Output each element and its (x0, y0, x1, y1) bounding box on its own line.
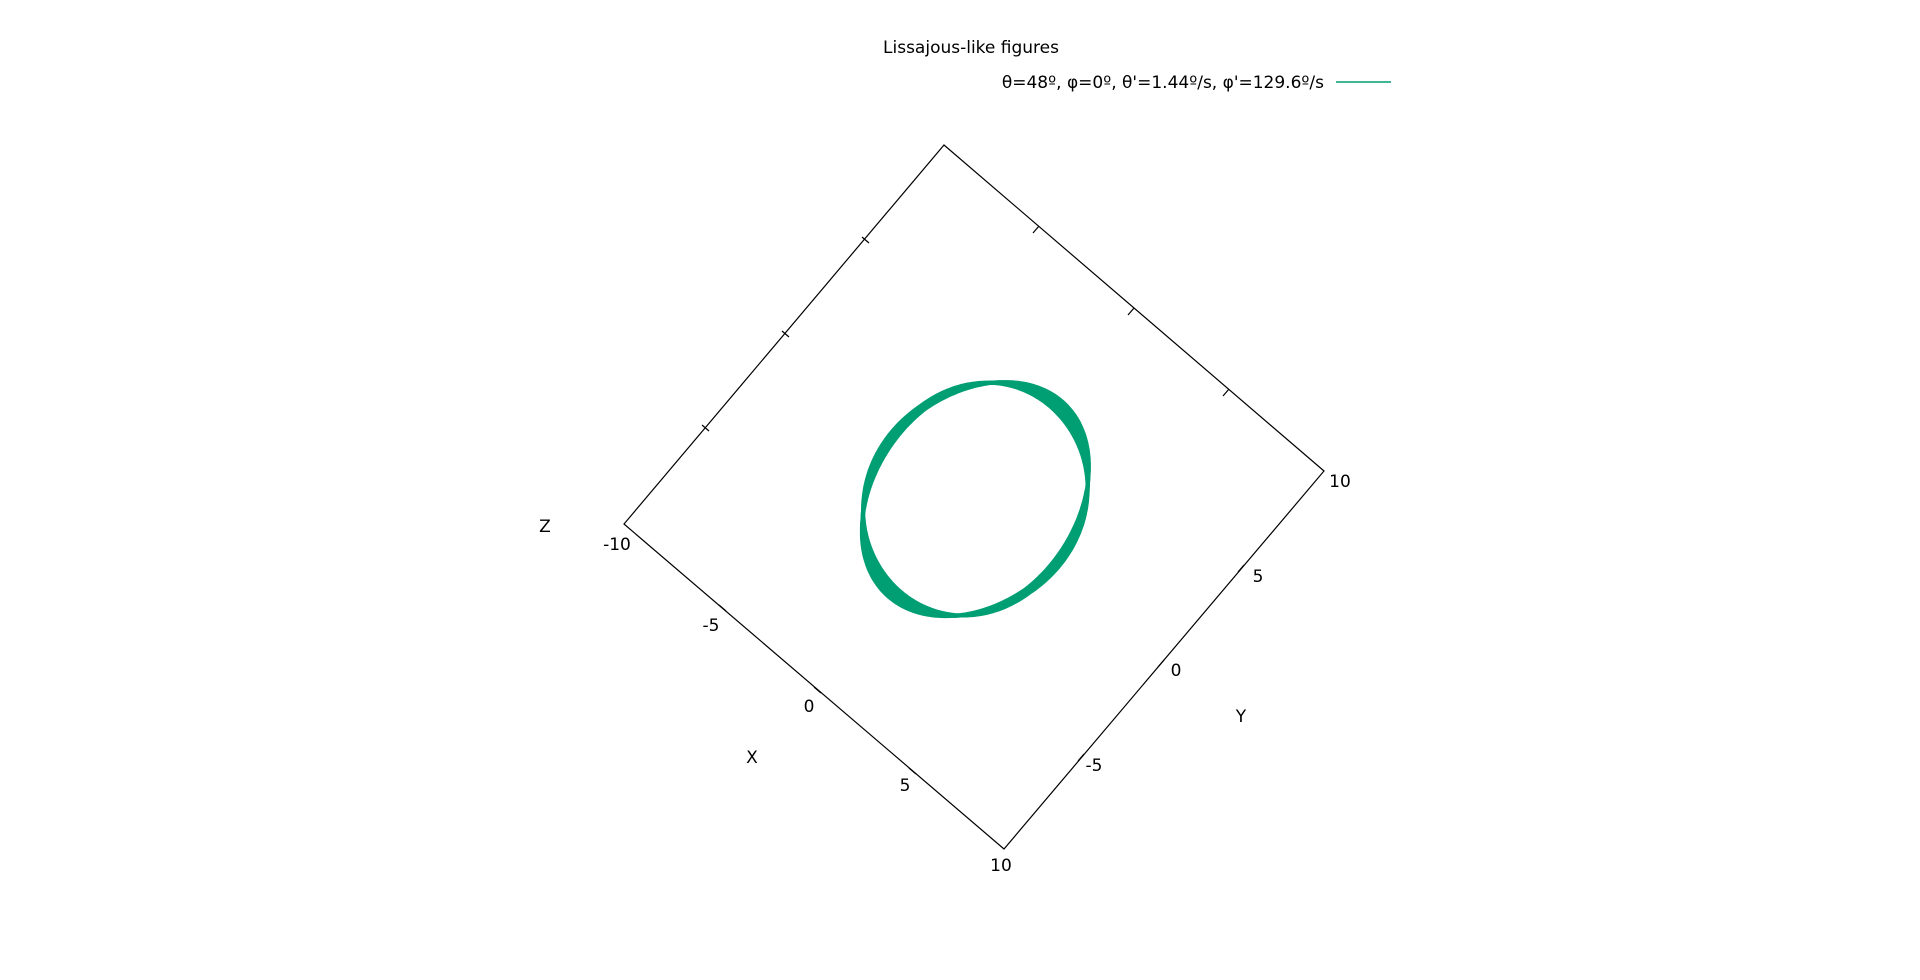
back-edge-ticks (701, 225, 1230, 432)
y-axis-tick (1157, 659, 1165, 668)
legend-entry-label: θ=48º, φ=0º, θ'=1.44º/s, φ'=129.6º/s (1002, 73, 1324, 93)
y-axis-tick (1077, 753, 1085, 762)
series-ring-pass (860, 380, 1091, 618)
y-axis-tick-label: 10 (1329, 472, 1351, 492)
x-axis-tick (813, 686, 822, 694)
back-edge-tick (1032, 225, 1040, 234)
x-axis-tick-label: 0 (804, 697, 815, 717)
y-axis: -5 0 5 10 Y (1077, 472, 1351, 776)
y-axis-tick (1237, 564, 1245, 573)
series-ring-pass (860, 380, 1091, 618)
series-ring-pass (859, 380, 1091, 619)
back-edge-tick (781, 330, 790, 338)
x-axis-tick (908, 767, 917, 775)
z-axis: -10 Z (539, 517, 631, 555)
xy-base-frame (623, 144, 1325, 850)
y-axis-label: Y (1235, 707, 1247, 727)
x-axis-tick-label: 5 (900, 776, 911, 796)
x-axis-label: X (746, 748, 758, 768)
y-axis-tick-label: -5 (1086, 756, 1103, 776)
z-axis-tick-label: -10 (603, 535, 631, 555)
back-edge-tick (701, 424, 710, 432)
series-ring-pass (860, 380, 1090, 618)
x-axis-tick-label: 10 (990, 856, 1012, 876)
back-edge-tick (861, 236, 870, 244)
y-axis-tick-label: 5 (1253, 567, 1264, 587)
back-edge-tick (1127, 307, 1135, 316)
y-axis-tick-label: 0 (1171, 661, 1182, 681)
series-ring-pass (861, 380, 1090, 618)
chart-title: Lissajous-like figures (883, 38, 1059, 58)
series-layer (859, 380, 1091, 619)
x-axis: -5 0 5 10 X (703, 604, 1012, 876)
x-axis-tick (718, 604, 727, 612)
back-edge-tick (1222, 388, 1230, 397)
x-axis-tick-label: -5 (703, 616, 720, 636)
legend: θ=48º, φ=0º, θ'=1.44º/s, φ'=129.6º/s (1002, 73, 1391, 93)
z-axis-label: Z (539, 517, 551, 537)
